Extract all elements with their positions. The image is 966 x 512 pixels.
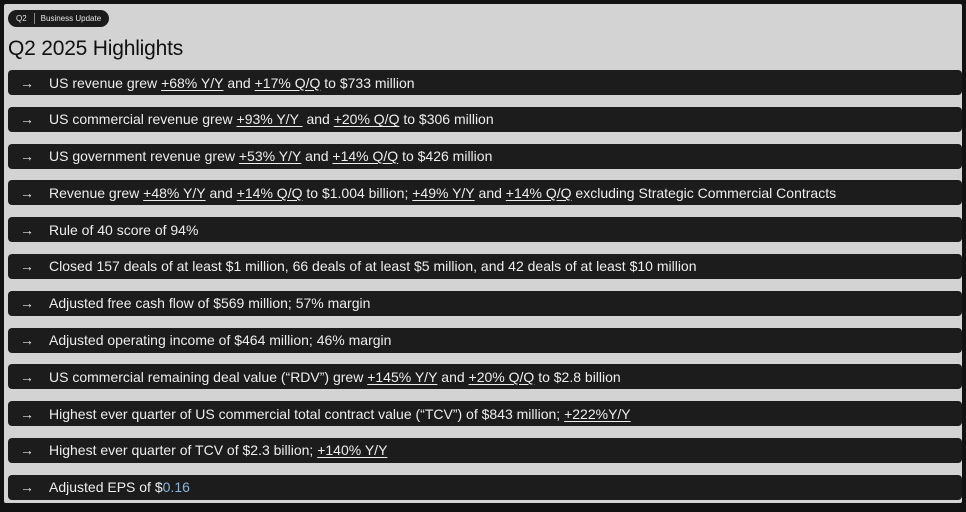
row-text: and	[223, 74, 255, 91]
highlight-us-commercial-revenue: → US commercial revenue grew +93% Y/Y an…	[8, 106, 962, 132]
row-text: and	[437, 368, 469, 385]
row-text: Closed 157 deals of at least $1 million,…	[49, 258, 697, 275]
row-text: Highest ever quarter of TCV of $2.3 bill…	[49, 442, 318, 459]
highlight-total-revenue: → Revenue grew +48% Y/Y and +14% Q/Q to …	[8, 180, 962, 206]
row-text: excluding Strategic Commercial Contracts	[571, 184, 837, 201]
row-text: to $426 million	[398, 148, 493, 165]
metric-link[interactable]: +222%Y/Y	[564, 405, 631, 422]
row-text: and	[474, 184, 506, 201]
metric-link[interactable]: +17% Q/Q	[254, 74, 321, 91]
highlight-free-cash-flow: → Adjusted free cash flow of $569 millio…	[8, 290, 962, 316]
row-text: Highest ever quarter of US commercial to…	[49, 405, 565, 422]
highlights-list: → US revenue grew +68% Y/Y and +17% Q/Q …	[8, 70, 962, 512]
row-text: to $306 million	[399, 111, 494, 128]
arrow-right-icon: →	[20, 332, 34, 349]
badge-label: Business Update	[40, 14, 102, 23]
metric-link[interactable]: +145% Y/Y	[367, 368, 438, 385]
row-text: Adjusted EPS of $	[49, 479, 163, 496]
page-title: Q2 2025 Highlights	[8, 37, 184, 60]
row-text: Revenue grew	[49, 184, 144, 201]
arrow-right-icon: →	[20, 368, 34, 385]
arrow-right-icon: →	[20, 221, 34, 238]
row-text: Adjusted free cash flow of $569 million;…	[49, 295, 371, 312]
arrow-right-icon: →	[20, 479, 34, 496]
highlight-tcv: → Highest ever quarter of TCV of $2.3 bi…	[8, 437, 962, 463]
row-text: Rule of 40 score of 94%	[49, 221, 199, 238]
row-text: to $2.8 billion	[534, 368, 621, 385]
metric-link[interactable]: +53% Y/Y	[238, 148, 302, 165]
badge-quarter: Q2	[16, 14, 27, 23]
highlight-us-government-revenue: → US government revenue grew +53% Y/Y an…	[8, 143, 962, 169]
row-text: to $733 million	[320, 74, 415, 91]
arrow-right-icon: →	[20, 74, 34, 91]
metric-link[interactable]: +140% Y/Y	[317, 442, 388, 459]
arrow-right-icon: →	[20, 405, 34, 422]
metric-link[interactable]: +20% Q/Q	[333, 111, 400, 128]
highlight-operating-income: → Adjusted operating income of $464 mill…	[8, 327, 962, 353]
metric-link[interactable]: +14% Q/Q	[236, 184, 303, 201]
section-badge: Q2 Business Update	[8, 10, 110, 27]
row-text: Adjusted operating income of $464 millio…	[49, 332, 392, 349]
metric-link[interactable]: +14% Q/Q	[332, 148, 399, 165]
row-text: and	[301, 148, 333, 165]
row-text: US government revenue grew	[49, 148, 239, 165]
eps-value: 0.16	[162, 479, 190, 496]
metric-link[interactable]: +14% Q/Q	[505, 184, 572, 201]
highlight-rdv: → US commercial remaining deal value (“R…	[8, 364, 962, 390]
highlight-closed-deals: → Closed 157 deals of at least $1 millio…	[8, 253, 962, 279]
highlight-us-revenue: → US revenue grew +68% Y/Y and +17% Q/Q …	[8, 70, 962, 95]
highlight-adjusted-eps: → Adjusted EPS of $ 0.16	[8, 474, 962, 500]
highlight-us-commercial-tcv: → Highest ever quarter of US commercial …	[8, 401, 962, 427]
arrow-right-icon: →	[20, 111, 34, 128]
metric-link[interactable]: +48% Y/Y	[143, 184, 206, 201]
metric-link[interactable]: +93% Y/Y	[236, 111, 303, 128]
arrow-right-icon: →	[20, 295, 34, 312]
arrow-right-icon: →	[20, 442, 34, 459]
row-text: US commercial revenue grew	[49, 111, 237, 128]
highlight-rule-of-40: → Rule of 40 score of 94%	[8, 217, 962, 243]
row-text: US commercial remaining deal value (“RDV…	[49, 368, 368, 385]
slide: Q2 Business Update Q2 2025 Highlights → …	[4, 4, 962, 503]
arrow-right-icon: →	[20, 258, 34, 275]
badge-divider	[33, 13, 35, 24]
metric-link[interactable]: +20% Q/Q	[468, 368, 535, 385]
arrow-right-icon: →	[20, 184, 34, 201]
row-text: US revenue grew	[49, 74, 162, 91]
metric-link[interactable]: +68% Y/Y	[161, 74, 224, 91]
row-text: to $1.004 billion;	[302, 184, 413, 201]
row-text: and	[205, 184, 237, 201]
row-text: and	[302, 111, 334, 128]
metric-link[interactable]: +49% Y/Y	[412, 184, 475, 201]
arrow-right-icon: →	[20, 148, 34, 165]
